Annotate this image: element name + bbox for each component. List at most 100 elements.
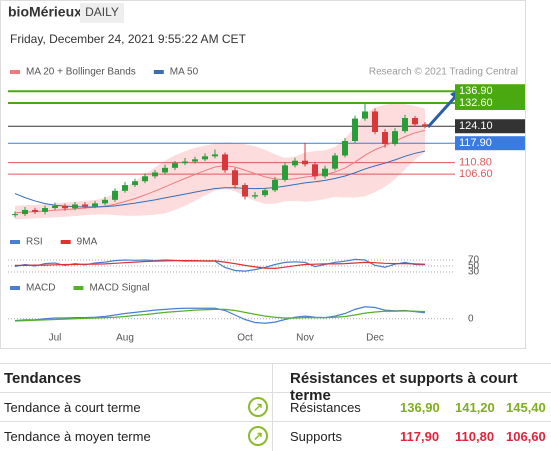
- ma-line: [14, 150, 426, 208]
- candle-body: [372, 111, 378, 132]
- candle-body: [72, 204, 78, 209]
- candle-body: [322, 168, 328, 177]
- row-label: Résistances: [290, 400, 361, 415]
- candle-body: [392, 131, 398, 145]
- candle-body: [142, 176, 148, 182]
- candle-body: [12, 214, 18, 216]
- candle-body: [312, 164, 318, 177]
- legend-swatch: [60, 240, 71, 244]
- ma-line: [14, 129, 426, 214]
- resistance: 145,40: [506, 400, 546, 415]
- x-tick-label: Aug: [116, 333, 134, 344]
- support: 106,60: [506, 429, 546, 444]
- candle-body: [42, 208, 48, 212]
- table-header: Résistances et supports à court terme: [290, 370, 518, 404]
- candle-body: [362, 111, 368, 119]
- level-label: 132.60: [459, 97, 493, 109]
- level-label-box: [455, 95, 525, 110]
- candle-body: [52, 205, 58, 209]
- candle-body: [172, 163, 178, 168]
- legend-swatch: [10, 70, 20, 74]
- y-tick-label: 30: [468, 267, 480, 278]
- level-label-box: [455, 136, 525, 151]
- legend-swatch: [153, 70, 164, 74]
- candle-body: [162, 167, 168, 173]
- trend-icon: ↗: [248, 426, 268, 446]
- period: DAILY: [85, 5, 119, 19]
- candle-body: [412, 118, 418, 125]
- level-label: 124.10: [459, 120, 493, 132]
- candle-body: [62, 205, 68, 209]
- candle-body: [132, 181, 138, 186]
- credit: Research © 2021 Trading Central: [369, 67, 518, 78]
- bollinger-band: [15, 103, 425, 220]
- candle-body: [102, 199, 108, 204]
- row-label: Supports: [290, 429, 343, 444]
- legend-label: MACD: [26, 283, 55, 294]
- level-label: 136.90: [459, 85, 493, 97]
- candle-body: [422, 124, 428, 127]
- legend-label: MA 50: [170, 67, 199, 78]
- candle-body: [32, 209, 38, 212]
- candle-body: [242, 185, 248, 197]
- resistance: 141,20: [455, 400, 495, 415]
- candle-body: [342, 141, 348, 156]
- y-tick-label: 70: [468, 255, 480, 266]
- candle-body: [182, 161, 188, 164]
- y-tick-label: 50: [468, 261, 480, 272]
- indicator-line: [15, 260, 426, 270]
- candle-body: [232, 170, 238, 186]
- level-label: 110.80: [459, 157, 492, 169]
- legend-swatch: [73, 286, 84, 290]
- candle-body: [272, 179, 278, 191]
- x-tick-label: Jul: [49, 333, 62, 344]
- trend-icon: ↗: [248, 397, 268, 417]
- candle-body: [152, 172, 158, 177]
- row-label: Tendance à court terme: [4, 400, 141, 415]
- legend-label: MA 20 + Bollinger Bands: [26, 67, 136, 78]
- candle-body: [112, 190, 118, 200]
- row-label: Tendance à moyen terme: [4, 429, 151, 444]
- x-tick-label: Nov: [296, 333, 314, 344]
- table-header: Tendances: [4, 370, 82, 387]
- candle-body: [262, 190, 268, 196]
- period-box: [80, 3, 124, 23]
- support: 117,90: [400, 429, 440, 444]
- candle-body: [402, 118, 408, 132]
- level-label: 117.90: [459, 137, 492, 149]
- candle-body: [82, 204, 88, 207]
- candle-body: [92, 203, 98, 207]
- trend-table: Tendances Résistances et supports à cour…: [0, 363, 551, 451]
- candle-body: [302, 160, 308, 165]
- support: 110,80: [455, 429, 495, 444]
- candle-body: [122, 185, 128, 191]
- trend-arrow: [426, 94, 458, 129]
- resistance: 136,90: [400, 400, 440, 415]
- candle-body: [22, 209, 28, 215]
- candle-body: [222, 154, 228, 171]
- candle-body: [382, 131, 388, 145]
- level-label-box: [455, 119, 525, 134]
- level-label: 106.60: [459, 168, 493, 180]
- legend-swatch: [10, 286, 20, 290]
- y-tick-label: 0: [468, 313, 474, 324]
- chart-title: bioMérieux: [8, 4, 82, 20]
- chart-widget: bioMérieux DAILY Friday, December 24, 20…: [0, 0, 526, 349]
- candle-body: [352, 118, 358, 142]
- legend-swatch: [10, 240, 20, 244]
- indicator-line: [14, 308, 426, 322]
- level-label-box: [455, 84, 525, 99]
- legend-label: MACD Signal: [89, 283, 149, 294]
- candle-body: [192, 159, 198, 162]
- date: Friday, December 24, 2021 9:55:22 AM CET: [10, 32, 247, 46]
- candle-body: [282, 165, 288, 180]
- x-tick-label: Dec: [366, 333, 384, 344]
- candle-body: [292, 160, 298, 166]
- legend-label: RSI: [26, 237, 43, 248]
- legend-label: 9MA: [77, 237, 98, 248]
- candle-body: [252, 195, 258, 197]
- x-tick-label: Oct: [237, 333, 253, 344]
- candle-body: [212, 154, 218, 157]
- candle-body: [332, 155, 338, 169]
